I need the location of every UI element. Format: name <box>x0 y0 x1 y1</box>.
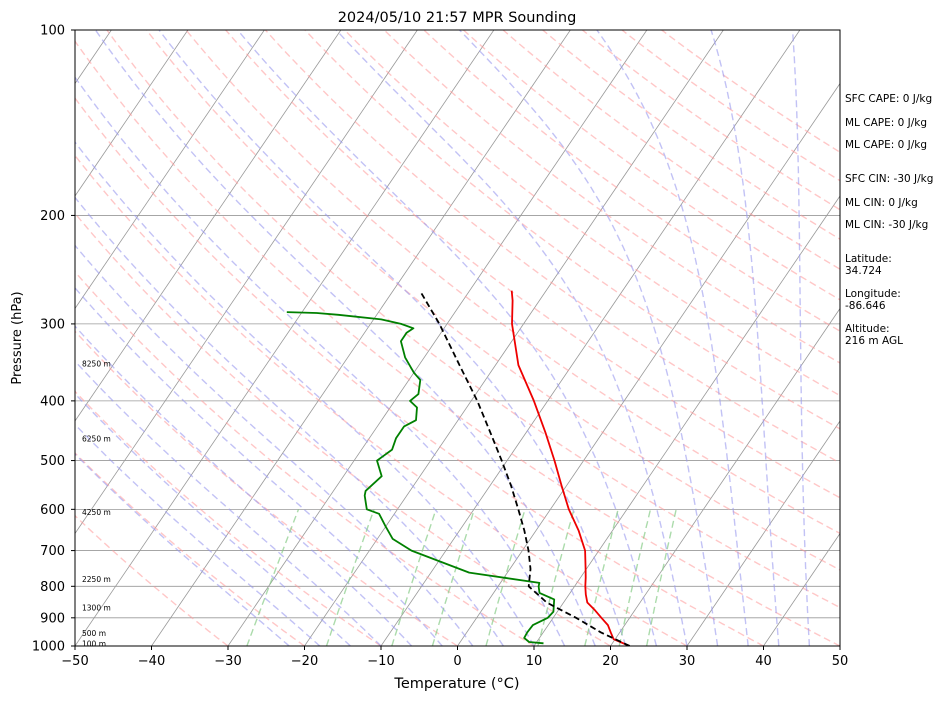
y-tick-label: 400 <box>40 394 65 409</box>
mixing-ratio-line <box>432 509 474 646</box>
altitude-value: 216 m AGL <box>845 335 903 347</box>
y-tick-label: 800 <box>40 580 65 595</box>
moist-adiabat-line <box>336 30 687 646</box>
moist-adiabat-line <box>460 30 718 646</box>
moist-adiabat-line <box>711 30 779 646</box>
dry-adiabat-line <box>107 30 917 646</box>
y-tick-label: 200 <box>40 209 65 224</box>
altitude-label: 6250 m <box>82 434 111 443</box>
moist-adiabat-line <box>597 30 748 646</box>
longitude-label: Longitude: <box>845 288 901 300</box>
dry-adiabat-line <box>186 30 948 646</box>
sfc-cin-text: SFC CIN: -30 J/kg <box>845 173 933 185</box>
altitude-label: 8250 m <box>82 360 111 369</box>
plot-frame <box>75 30 840 646</box>
y-tick-label: 900 <box>40 611 65 626</box>
mixing-ratio-line <box>647 509 677 646</box>
isotherm-line <box>0 30 188 646</box>
grid-layer <box>0 30 948 646</box>
y-tick-label: 300 <box>40 317 65 332</box>
dry-adiabat-line <box>147 30 948 646</box>
dry-adiabat-line <box>0 30 534 646</box>
altitude-label: 4250 m <box>82 508 111 517</box>
y-tick-label: 600 <box>40 503 65 518</box>
sfc-cape-text: SFC CAPE: 0 J/kg <box>845 93 932 105</box>
x-tick-label: 50 <box>832 654 849 669</box>
moist-adiabat-line <box>0 30 442 646</box>
ml-cape-text: ML CAPE: 0 J/kg <box>845 117 927 129</box>
mixing-ratio-line <box>392 509 436 646</box>
x-ticks: −50 −40 −30 −20 −10 0 10 20 30 40 50 <box>61 646 848 669</box>
dry-adiabat-line <box>67 30 840 646</box>
x-tick-label: −50 <box>61 654 88 669</box>
chart-title: 2024/05/10 21:57 MPR Sounding <box>338 10 577 26</box>
x-tick-label: 20 <box>602 654 619 669</box>
dry-adiabat-line <box>0 30 610 646</box>
altitude-label: 1300 m <box>82 604 111 613</box>
moist-adiabat-line <box>0 30 534 646</box>
ml-cin-text: ML CIN: 0 J/kg <box>845 197 918 209</box>
x-tick-label: 10 <box>526 654 543 669</box>
y-axis-label: Pressure (hPa) <box>10 291 25 384</box>
ml-cin-text-2: ML CIN: -30 J/kg <box>845 219 928 231</box>
y-tick-label: 100 <box>40 24 65 39</box>
isotherm-line <box>228 30 647 646</box>
x-tick-label: −20 <box>291 654 318 669</box>
latitude-value: 34.724 <box>845 265 882 277</box>
y-tick-label: 500 <box>40 454 65 469</box>
isotherm-line <box>152 30 571 646</box>
x-tick-label: 30 <box>679 654 696 669</box>
altitude-label: Altitude: <box>845 323 890 335</box>
y-tick-label: 1000 <box>32 640 65 655</box>
y-ticks: 100 200 300 400 500 600 700 800 900 1000 <box>32 24 75 655</box>
longitude-value: -86.646 <box>845 300 886 312</box>
dewpoint-line <box>287 312 554 643</box>
side-panel: SFC CAPE: 0 J/kg ML CAPE: 0 J/kg ML CAPE… <box>845 93 933 347</box>
altitude-label: 500 m <box>82 629 106 638</box>
x-tick-label: −10 <box>367 654 394 669</box>
dry-adiabat-line <box>0 30 458 646</box>
x-tick-label: 40 <box>755 654 772 669</box>
x-tick-label: 0 <box>453 654 461 669</box>
mixing-ratio-line <box>538 509 574 646</box>
moist-adiabat-line <box>793 30 810 646</box>
altitude-label: 100 m <box>82 639 106 648</box>
x-tick-label: −30 <box>214 654 241 669</box>
ml-cape-text-2: ML CAPE: 0 J/kg <box>845 139 927 151</box>
altitude-label: 2250 m <box>82 575 111 584</box>
latitude-label: Latitude: <box>845 253 892 265</box>
x-axis-label: Temperature (°C) <box>393 676 519 692</box>
y-tick-label: 700 <box>40 544 65 559</box>
x-tick-label: −40 <box>138 654 165 669</box>
moist-adiabat-line <box>0 30 503 646</box>
dry-adiabat-line <box>0 30 228 646</box>
